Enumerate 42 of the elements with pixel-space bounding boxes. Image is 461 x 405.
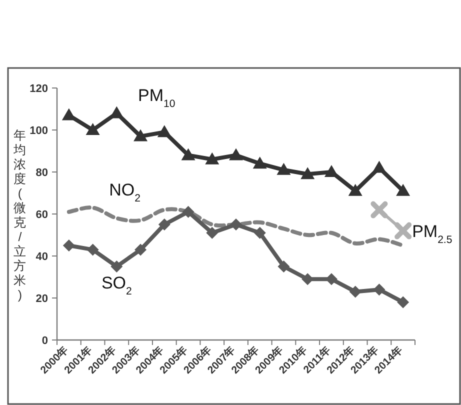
point (252, 156, 267, 169)
series-label: PM$_{2.5}$ (412, 222, 452, 246)
point (181, 148, 196, 160)
point (324, 165, 338, 177)
point (110, 260, 123, 272)
point (182, 206, 194, 218)
point (349, 286, 362, 298)
point (276, 162, 291, 175)
series-label: PM$_{10}$ (138, 86, 176, 110)
y-tick-label: 100 (30, 125, 48, 137)
point (229, 148, 243, 160)
point (86, 123, 100, 135)
text: 年均浓度(微克/立方米) (14, 128, 26, 302)
series-label: SO$_{2}$ (101, 274, 132, 298)
point (110, 106, 124, 118)
point (205, 152, 220, 164)
y-tick-label: 0 (42, 335, 48, 347)
point (134, 244, 147, 256)
series-label: NO$_{2}$ (109, 180, 141, 205)
y-tick-label: 60 (36, 209, 48, 221)
point (372, 160, 386, 173)
y-tick-label: 80 (36, 167, 48, 179)
point (370, 201, 388, 218)
y-tick-label: 120 (30, 83, 48, 95)
point (134, 129, 148, 142)
point (157, 125, 172, 138)
line-series (66, 206, 406, 248)
point (206, 226, 218, 239)
point (254, 226, 266, 239)
point (394, 222, 412, 240)
point (397, 296, 410, 308)
point (230, 218, 242, 230)
point (62, 240, 75, 252)
point (373, 284, 386, 296)
point (86, 244, 99, 256)
point (158, 218, 170, 230)
point (278, 260, 290, 272)
y-tick-label: 20 (36, 293, 48, 305)
point (396, 184, 410, 196)
point (300, 167, 315, 180)
y-tick-label: 40 (36, 251, 48, 263)
point (348, 184, 362, 196)
